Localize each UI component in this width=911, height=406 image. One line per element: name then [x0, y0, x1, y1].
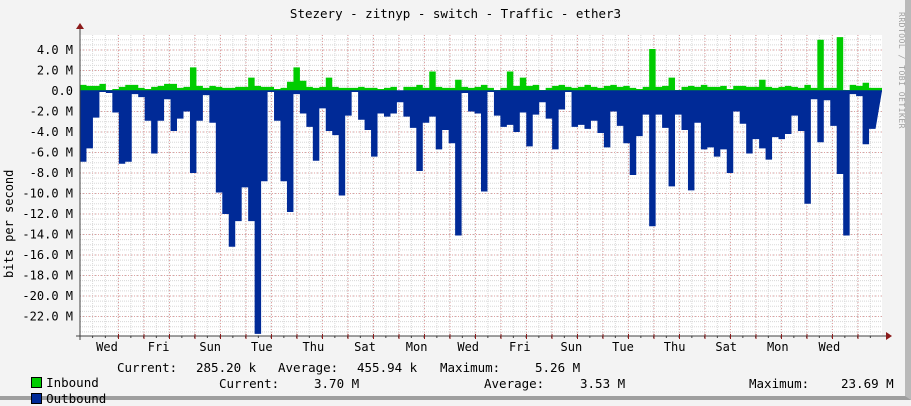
y-tick-label: 4.0 M — [37, 43, 73, 57]
inbound-label: Inbound — [46, 375, 99, 390]
x-axis-arrow-icon — [886, 332, 892, 340]
y-tick-label: -2.0 M — [30, 105, 73, 119]
inbound-average-label: Average: — [278, 360, 339, 375]
inbound-average-value: 455.94 k — [357, 360, 418, 375]
inbound-maximum-label: Maximum: — [440, 360, 501, 375]
traffic-chart: 4.0 M 2.0 M 0.0 -2.0 M -4.0 M -6.0 M -8.0 M -10… — [22, 23, 892, 354]
outbound-average-value: 3.53 M — [580, 376, 626, 391]
x-tick-label: Wed — [819, 340, 841, 354]
outbound-swatch-icon — [31, 393, 43, 404]
inbound-swatch-icon — [31, 377, 43, 388]
x-tick-label: Sat — [354, 340, 376, 354]
x-tick-label: Sun — [199, 340, 221, 354]
legend-outbound: Outbound — [16, 376, 106, 406]
inbound-current-label: Current: — [117, 360, 178, 375]
x-tick-label: Mon — [767, 340, 789, 354]
outbound-area — [80, 91, 882, 334]
y-tick-label: 2.0 M — [37, 64, 73, 78]
x-tick-label: Tue — [251, 340, 273, 354]
y-tick-label: -18.0 M — [22, 269, 73, 283]
rrdtool-watermark: RRDTOOL / TOBI OETIKER — [897, 12, 906, 129]
outbound-average-label: Average: — [484, 376, 545, 391]
x-tick-label: Mon — [406, 340, 428, 354]
y-tick-label: -8.0 M — [30, 166, 73, 180]
outbound-maximum-label: Maximum: — [749, 376, 810, 391]
x-tick-label: Tue — [612, 340, 634, 354]
y-tick-label: -16.0 M — [22, 248, 73, 262]
x-tick-label: Thu — [664, 340, 686, 354]
x-tick-label: Wed — [457, 340, 479, 354]
x-tick-label: Fri — [148, 340, 170, 354]
y-tick-label: -14.0 M — [22, 228, 73, 242]
y-tick-label: -22.0 M — [22, 310, 73, 324]
y-tick-label: -10.0 M — [22, 187, 73, 201]
inbound-maximum-value: 5.26 M — [535, 360, 581, 375]
y-tick-label: -4.0 M — [30, 125, 73, 139]
outbound-maximum-value: 23.69 M — [841, 376, 894, 391]
y-tick-label: -6.0 M — [30, 146, 73, 160]
y-axis-arrow-icon — [76, 23, 84, 29]
y-tick-label: -20.0 M — [22, 289, 73, 303]
outbound-current-label: Current: — [219, 376, 280, 391]
graph-title: Stezery - zitnyp - switch - Traffic - et… — [289, 6, 622, 21]
x-tick-label: Sat — [715, 340, 737, 354]
x-tick-label: Fri — [509, 340, 531, 354]
x-tick-label: Thu — [303, 340, 325, 354]
legend-inbound: Inbound — [16, 360, 99, 390]
y-tick-label: -12.0 M — [22, 207, 73, 221]
x-tick-label: Wed — [96, 340, 118, 354]
outbound-label: Outbound — [46, 391, 107, 406]
outbound-current-value: 3.70 M — [314, 376, 360, 391]
y-tick-label: 0.0 — [51, 84, 73, 98]
x-tick-label: Sun — [561, 340, 583, 354]
inbound-current-value: 285.20 k — [196, 360, 257, 375]
